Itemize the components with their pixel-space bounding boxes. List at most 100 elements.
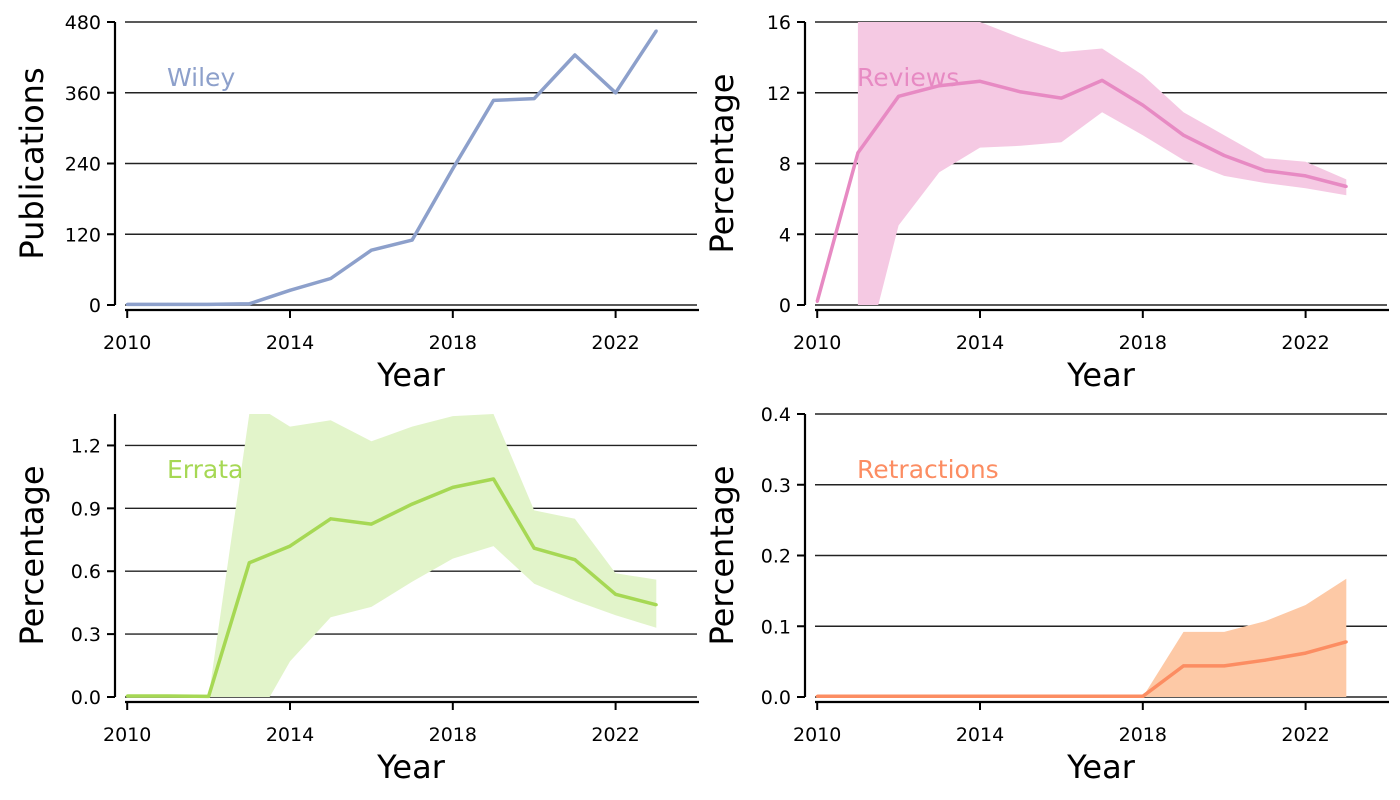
data-point xyxy=(897,694,901,698)
data-point xyxy=(815,299,819,303)
x-tick-label: 2022 xyxy=(591,332,639,354)
x-tick-label: 2010 xyxy=(103,332,151,354)
y-tick-label: 0.6 xyxy=(71,561,101,583)
panel-retractions: 0.0 0.1 0.2 0.3 0.4 2010 2014 2018 2022 Year Perce… xyxy=(703,404,1389,786)
data-point xyxy=(937,84,941,88)
confidence-band xyxy=(208,414,657,697)
y-tick-label: 0.0 xyxy=(71,687,101,709)
x-axis-label: Year xyxy=(376,748,446,786)
data-point xyxy=(125,694,129,698)
data-point xyxy=(532,546,536,550)
data-point xyxy=(1222,154,1226,158)
data-point xyxy=(125,302,129,306)
x-tick-label: 2010 xyxy=(793,332,841,354)
data-point xyxy=(166,302,170,306)
series-line xyxy=(127,29,658,307)
data-point xyxy=(410,502,414,506)
x-tick-label: 2018 xyxy=(429,724,477,746)
y-axis-label: Percentage xyxy=(13,465,51,645)
data-point xyxy=(1344,184,1348,188)
data-point xyxy=(1263,169,1267,173)
y-tick-label: 0 xyxy=(89,295,101,317)
data-point xyxy=(897,94,901,98)
panel-reviews: 0 4 8 12 16 2010 2014 2018 2022 Year Percentage Rev… xyxy=(703,12,1389,394)
data-point xyxy=(1100,78,1104,82)
y-tick-label: 16 xyxy=(767,12,791,34)
data-point xyxy=(532,97,536,101)
data-point xyxy=(654,603,658,607)
y-tick-label: 12 xyxy=(767,83,791,105)
x-tick-label: 2014 xyxy=(266,332,314,354)
data-point xyxy=(614,592,618,596)
data-point xyxy=(288,544,292,548)
data-point xyxy=(369,248,373,252)
data-point xyxy=(856,151,860,155)
x-tick-label: 2018 xyxy=(1119,332,1167,354)
panel-title: Wiley xyxy=(167,63,235,92)
data-point xyxy=(207,694,211,698)
data-point xyxy=(369,522,373,526)
data-point xyxy=(329,517,333,521)
data-point xyxy=(329,276,333,280)
data-point xyxy=(1141,103,1145,107)
x-tick-label: 2022 xyxy=(1281,724,1329,746)
y-tick-label: 0.3 xyxy=(71,624,101,646)
data-point xyxy=(1059,694,1063,698)
x-tick-label: 2010 xyxy=(103,724,151,746)
y-axis-label: Percentage xyxy=(703,465,741,645)
data-point xyxy=(1059,96,1063,100)
data-point xyxy=(1344,640,1348,644)
series-line xyxy=(127,477,657,699)
data-point xyxy=(1182,664,1186,668)
panel-title: Retractions xyxy=(857,455,999,484)
x-axis-label: Year xyxy=(1066,356,1136,394)
y-tick-label: 0.1 xyxy=(761,616,791,638)
data-point xyxy=(207,302,211,306)
y-tick-label: 360 xyxy=(65,83,101,105)
y-tick-label: 0.3 xyxy=(761,475,791,497)
data-point xyxy=(978,79,982,83)
data-point xyxy=(492,98,496,102)
x-tick-label: 2022 xyxy=(591,724,639,746)
data-point xyxy=(937,694,941,698)
y-tick-label: 0.9 xyxy=(71,498,101,520)
data-point xyxy=(1141,694,1145,698)
series-line xyxy=(817,640,1347,699)
data-point xyxy=(573,53,577,57)
data-point xyxy=(654,29,658,33)
x-axis-label: Year xyxy=(376,356,446,394)
y-tick-label: 0 xyxy=(779,295,791,317)
data-point xyxy=(856,694,860,698)
panel-title: Errata xyxy=(167,455,243,484)
panel-title: Reviews xyxy=(857,63,959,92)
data-point xyxy=(247,561,251,565)
confidence-band xyxy=(1142,578,1347,697)
data-point xyxy=(410,238,414,242)
x-axis-label: Year xyxy=(1066,748,1136,786)
panel-errata: 0.0 0.3 0.6 0.9 1.2 2010 2014 2018 2022 Year Perce… xyxy=(13,414,699,786)
data-point xyxy=(1263,658,1267,662)
series-line xyxy=(815,78,1347,302)
y-tick-label: 4 xyxy=(779,224,791,246)
data-point xyxy=(573,558,577,562)
x-tick-label: 2018 xyxy=(429,332,477,354)
y-tick-label: 0.4 xyxy=(761,404,791,426)
y-tick-label: 480 xyxy=(65,12,101,34)
y-tick-label: 1.2 xyxy=(71,435,101,457)
x-tick-label: 2018 xyxy=(1119,724,1167,746)
data-point xyxy=(1222,664,1226,668)
data-point xyxy=(1019,90,1023,94)
y-tick-label: 0.0 xyxy=(761,687,791,709)
y-tick-label: 0.2 xyxy=(761,546,791,568)
data-point xyxy=(978,694,982,698)
data-point xyxy=(288,288,292,292)
data-point xyxy=(247,302,251,306)
data-point xyxy=(614,91,618,95)
data-point xyxy=(1019,694,1023,698)
x-tick-label: 2010 xyxy=(793,724,841,746)
data-point xyxy=(451,167,455,171)
data-point xyxy=(1182,133,1186,137)
data-point xyxy=(1304,651,1308,655)
x-tick-label: 2022 xyxy=(1281,332,1329,354)
